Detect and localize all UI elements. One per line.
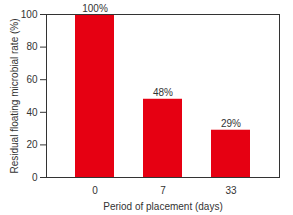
svg-text:48%: 48% xyxy=(153,87,173,98)
svg-text:29%: 29% xyxy=(221,118,241,129)
svg-text:100: 100 xyxy=(21,9,38,20)
svg-text:0: 0 xyxy=(32,172,38,183)
svg-text:Period of placement (days): Period of placement (days) xyxy=(103,201,223,212)
svg-text:7: 7 xyxy=(160,185,166,196)
svg-text:60: 60 xyxy=(26,74,38,85)
svg-text:Residual floating microbial ra: Residual floating microbial rate (%) xyxy=(9,18,20,173)
svg-text:80: 80 xyxy=(26,41,38,52)
svg-text:20: 20 xyxy=(26,139,38,150)
svg-text:33: 33 xyxy=(225,185,237,196)
svg-text:0: 0 xyxy=(92,185,98,196)
svg-text:40: 40 xyxy=(26,107,38,118)
svg-text:100%: 100% xyxy=(82,3,108,14)
